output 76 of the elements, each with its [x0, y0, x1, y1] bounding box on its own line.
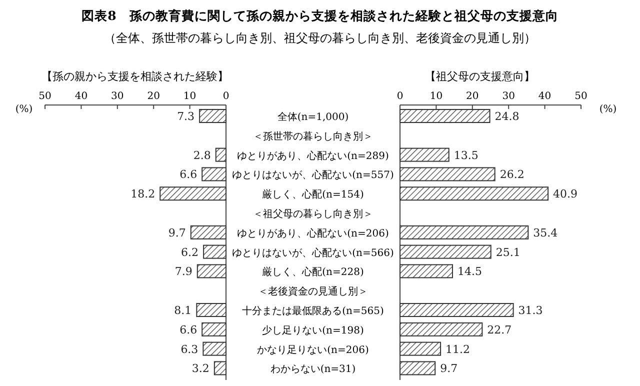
x-tick-label: 50	[574, 91, 588, 102]
data-label: 8.1	[174, 304, 192, 317]
data-label: 7.9	[174, 265, 192, 278]
x-tick-label: 10	[183, 91, 196, 102]
data-label: 9.7	[440, 362, 458, 376]
bar	[196, 303, 226, 317]
bar	[400, 148, 450, 162]
x-tick-label: 0	[396, 91, 404, 102]
data-label: 7.3	[177, 110, 195, 123]
x-tick-label: 10	[430, 91, 443, 102]
text: （全体、孫世帯の暮らし向き別、祖父母の暮らし向き別、老後資金の見通し別）	[104, 31, 536, 45]
data-label: 22.7	[487, 323, 512, 336]
bar	[400, 225, 529, 240]
bar	[202, 342, 226, 356]
y-tick-label: 十分または最低限ある(n=565)	[242, 305, 384, 317]
bar	[400, 361, 436, 376]
x-tick-label: 20	[466, 91, 479, 102]
chart-title: 【祖父母の支援意向】	[425, 70, 535, 83]
data-label: 6.6	[180, 168, 198, 182]
data-label: 14.5	[457, 265, 482, 278]
y-tick-label: わからない(n=31)	[270, 364, 356, 376]
data-label: 31.3	[518, 304, 543, 317]
x-tick-label: 40	[538, 91, 552, 102]
x-tick-label: 0	[222, 91, 230, 102]
x-tick-label: 30	[111, 91, 124, 102]
bar	[400, 167, 496, 182]
data-label: 26.2	[500, 168, 524, 182]
bar	[400, 303, 514, 317]
x-tick-label: 40	[74, 91, 88, 102]
bar	[203, 244, 226, 259]
y-tick-label: 厳しく、心配(n=228)	[262, 266, 364, 278]
bar	[400, 244, 492, 259]
y-tick-label: ＜孫世帯の暮らし向き別＞	[253, 130, 373, 142]
bar	[160, 186, 226, 201]
data-label: 40.9	[553, 188, 578, 201]
data-label: 18.2	[130, 188, 156, 201]
bar	[400, 109, 490, 123]
data-label: 3.2	[192, 362, 210, 376]
data-label: 6.2	[181, 246, 199, 259]
bar	[400, 186, 549, 201]
y-tick-label: ゆとりがあり、心配ない(n=206)	[237, 227, 389, 240]
y-tick-label: 少し足りない(n=198)	[262, 324, 364, 336]
y-tick-label: 厳しく、心配(n=154)	[262, 188, 364, 201]
y-tick-label: ＜老後資金の見通し別＞	[258, 286, 368, 298]
bar	[199, 109, 226, 123]
data-label: 24.8	[494, 110, 520, 123]
y-tick-label: 全体(n=1,000)	[277, 111, 349, 123]
y-tick-label: ゆとりはないが、心配ない(n=566)	[232, 246, 394, 259]
y-tick-label: ゆとりはないが、心配ない(n=557)	[232, 169, 394, 182]
bar	[202, 322, 226, 336]
y-tick-label: ＜祖父母の暮らし向き別＞	[253, 208, 373, 220]
bar	[214, 361, 226, 376]
data-label: 25.1	[496, 246, 520, 259]
data-label: 13.5	[454, 148, 478, 162]
text: 【孫の親から支援を相談された経験】	[42, 70, 228, 83]
bar	[190, 225, 226, 240]
data-label: 9.7	[168, 226, 186, 240]
x-tick-label: 50	[38, 91, 52, 102]
x-tick-label: 20	[147, 91, 160, 102]
x-tick-label: 30	[502, 91, 515, 102]
x-axis-title: (%)	[599, 104, 617, 115]
y-tick-label: ゆとりがあり、心配ない(n=289)	[237, 150, 389, 162]
text: 図表8 孫の教育費に関して孫の親から支援を相談された経験と祖父母の支援意向	[82, 8, 558, 23]
bar	[400, 322, 483, 336]
data-label: 6.6	[180, 323, 198, 336]
data-label: 6.3	[180, 342, 198, 356]
bar	[400, 342, 442, 356]
bar	[196, 264, 226, 278]
x-axis-title: (%)	[15, 104, 33, 115]
y-tick-label: かなり足りない(n=206)	[257, 344, 369, 356]
data-label: 35.4	[533, 226, 558, 240]
bar	[215, 148, 226, 162]
data-label: 2.8	[193, 148, 211, 162]
bar	[202, 167, 226, 182]
bar	[400, 264, 453, 278]
data-label: 11.2	[446, 342, 470, 356]
